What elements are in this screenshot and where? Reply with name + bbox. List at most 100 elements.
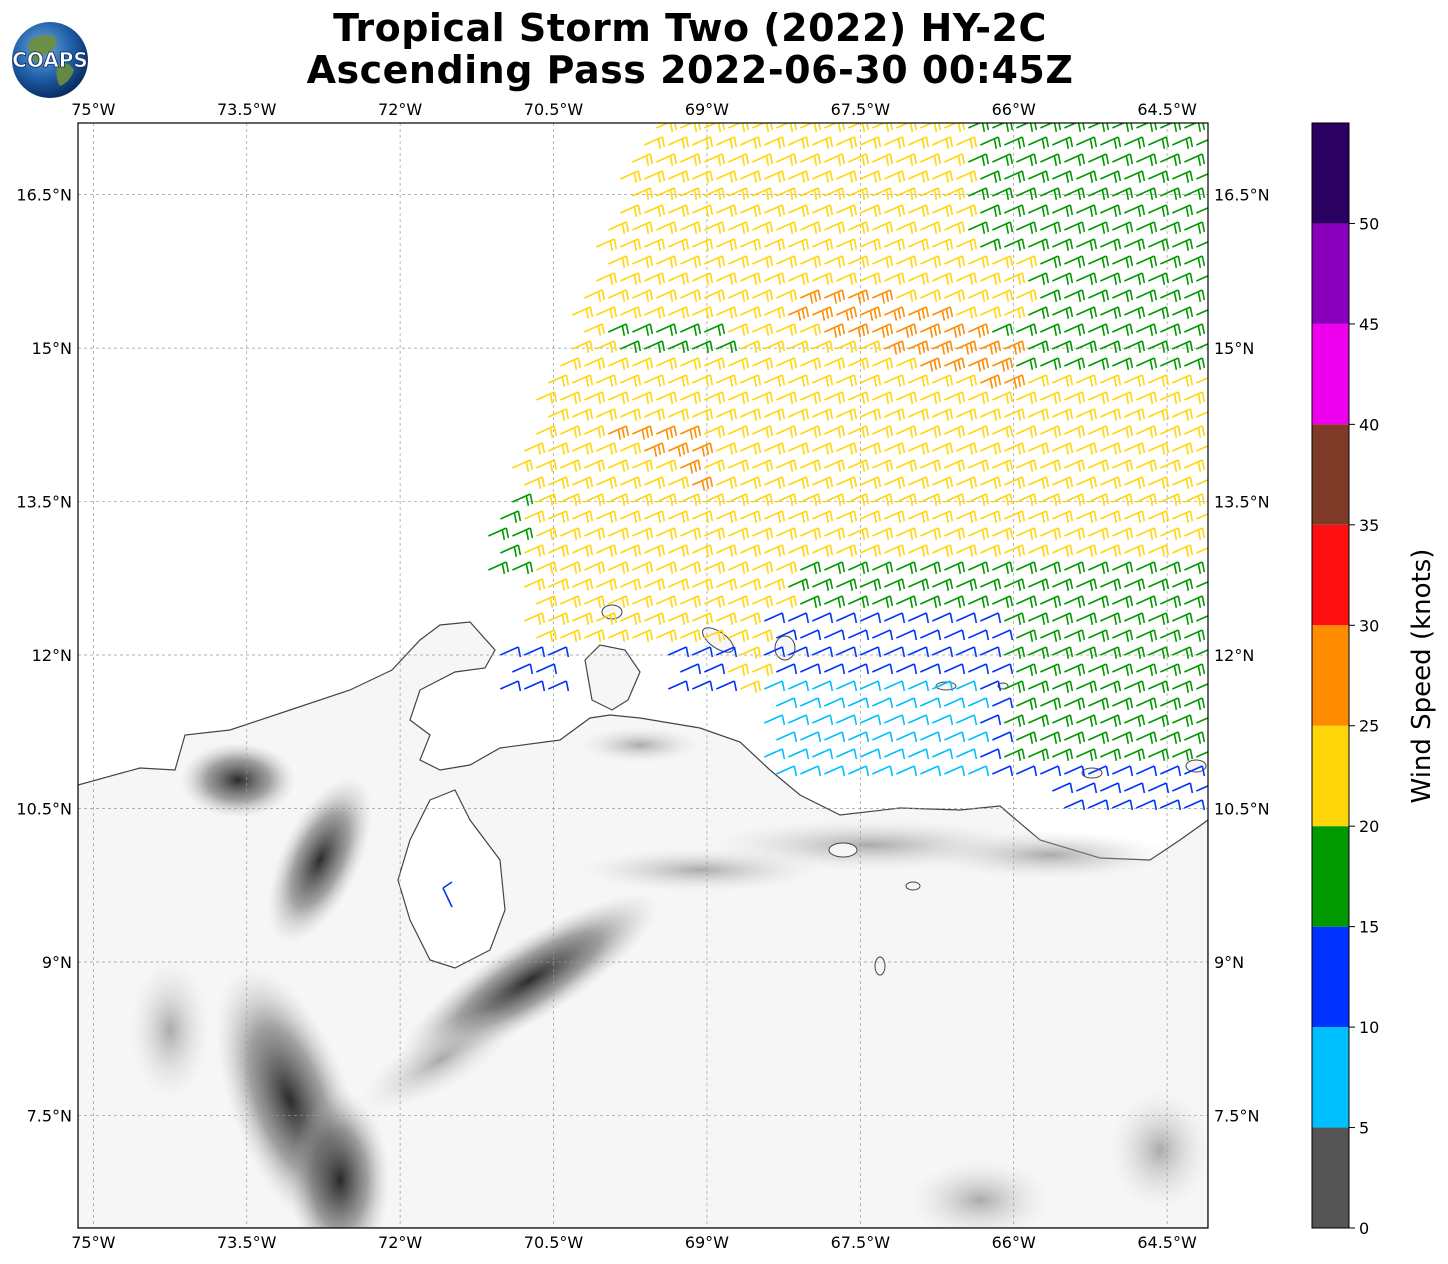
chart-title-line2: Ascending Pass 2022-06-30 00:45Z: [306, 48, 1074, 92]
wind-barb: [740, 646, 762, 659]
wind-barb: [1160, 799, 1182, 811]
wind-barb: [980, 680, 1002, 692]
wind-barb: [1136, 799, 1158, 811]
wind-barb: [716, 408, 738, 421]
wind-barb: [980, 714, 1002, 726]
wind-barb: [992, 765, 1014, 777]
wind-barb: [620, 612, 642, 625]
wind-barb: [1004, 306, 1026, 319]
wind-barb: [668, 204, 690, 217]
wind-barb: [1040, 629, 1062, 642]
wind-barb: [1076, 476, 1098, 489]
wind-barb: [896, 493, 918, 506]
wind-barb: [788, 442, 810, 455]
wind-barb: [596, 408, 618, 421]
wind-barb: [968, 595, 990, 608]
wind-barb: [1004, 714, 1026, 727]
wind-barb: [800, 391, 822, 404]
wind-barb: [1040, 663, 1062, 676]
wind-barb: [1196, 444, 1208, 452]
wind-barb: [740, 578, 762, 591]
wind-barb: [692, 510, 714, 523]
wind-barb: [1172, 510, 1194, 523]
wind-barb: [1160, 731, 1182, 744]
wind-barb: [1100, 578, 1122, 591]
wind-barb: [716, 510, 738, 523]
wind-barb: [1088, 595, 1110, 608]
wind-barb: [1160, 493, 1182, 506]
wind-barb: [824, 493, 846, 506]
wind-barb: [1064, 799, 1086, 811]
wind-barb: [1172, 612, 1194, 625]
wind-barb: [1088, 289, 1110, 302]
wind-barb: [1088, 629, 1110, 642]
wind-barb: [764, 306, 786, 319]
wind-barb: [824, 731, 846, 743]
wind-barb: [896, 561, 918, 574]
wind-barb: [1136, 187, 1158, 200]
wind-barb: [596, 578, 618, 591]
lon-tick-label-top: 64.5°W: [1137, 100, 1197, 119]
wind-barb: [692, 340, 714, 353]
wind-barb: [1100, 612, 1122, 625]
wind-barb: [512, 493, 534, 506]
wind-barb: [1148, 612, 1170, 625]
wind-barb: [1160, 561, 1182, 574]
wind-barb: [764, 510, 786, 523]
wind-barb: [956, 680, 978, 692]
wind-barb: [1040, 255, 1062, 268]
wind-barb: [812, 170, 834, 183]
wind-barb: [1004, 204, 1026, 217]
wind-barb: [560, 527, 582, 540]
wind-barb: [992, 493, 1014, 506]
wind-barb: [968, 697, 990, 709]
wind-barb: [812, 578, 834, 591]
wind-barb: [1040, 595, 1062, 608]
wind-barb: [968, 731, 990, 743]
wind-barb: [596, 238, 618, 251]
wind-barb: [1064, 697, 1086, 710]
wind-barb: [1136, 697, 1158, 710]
wind-barb: [764, 170, 786, 183]
wind-barb: [1100, 170, 1122, 183]
wind-barb: [956, 170, 978, 183]
wind-barb: [1124, 578, 1146, 591]
wind-barb: [692, 374, 714, 387]
wind-barb: [692, 646, 714, 658]
wind-barb: [656, 629, 678, 642]
wind-barb: [1028, 306, 1050, 319]
wind-barb: [908, 136, 930, 149]
wind-barb: [836, 170, 858, 183]
wind-barb: [956, 646, 978, 658]
wind-barb: [944, 391, 966, 404]
wind-barb: [776, 187, 798, 200]
wind-barb: [884, 204, 906, 217]
wind-barb: [944, 289, 966, 302]
wind-barb: [632, 459, 654, 472]
wind-barb: [1088, 663, 1110, 676]
wind-barb: [872, 357, 894, 370]
wind-barb: [668, 680, 690, 692]
wind-barb: [668, 170, 690, 183]
wind-barb: [1172, 374, 1194, 387]
wind-barb: [920, 629, 942, 641]
wind-barb: [800, 629, 822, 641]
wind-barb: [848, 527, 870, 540]
wind-barb: [1196, 342, 1208, 350]
lat-tick-label-left: 9°N: [42, 953, 72, 972]
wind-barb: [1016, 187, 1038, 200]
wind-barb: [764, 408, 786, 421]
wind-barb: [1040, 765, 1062, 777]
wind-barb: [752, 459, 774, 472]
wind-barb: [716, 578, 738, 591]
colorbar-tick-label: 15: [1359, 918, 1379, 937]
wind-barb: [1028, 578, 1050, 591]
lon-tick-label-top: 66°W: [992, 100, 1036, 119]
wind-barb: [1136, 425, 1158, 438]
wind-barb: [1016, 663, 1038, 676]
wind-barb: [1028, 374, 1050, 387]
wind-barb: [1112, 527, 1134, 540]
lon-tick-label-top: 67.5°W: [831, 100, 891, 119]
wind-barb: [764, 544, 786, 557]
wind-barb: [896, 425, 918, 438]
